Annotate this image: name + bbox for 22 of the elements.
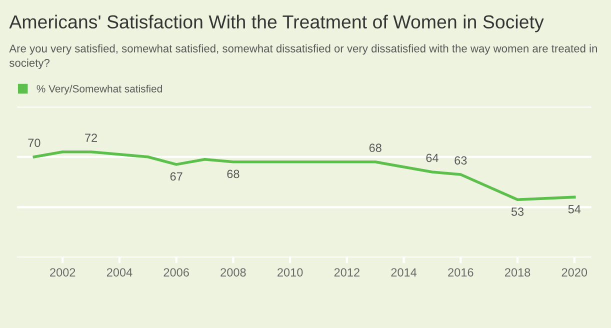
chart-title: Americans' Satisfaction With the Treatment of Women in Society [9, 14, 544, 32]
data-label: 63 [454, 156, 467, 165]
data-label: 72 [85, 134, 98, 142]
x-tick-label: 2002 [50, 268, 76, 277]
x-tick-label: 2016 [448, 268, 474, 277]
data-label: 53 [511, 208, 524, 216]
x-tick-label: 2004 [106, 268, 132, 277]
chart-subtitle: Are you very satisfied, somewhat satisfied, somewhat dissatisfied or very dissatisfied with the way women are treated in society? [9, 44, 597, 70]
legend-label: % Very/Somewhat satisfied [36, 84, 162, 95]
x-tick-label: 2014 [391, 268, 417, 277]
data-label: 54 [568, 205, 581, 214]
x-tick-label: 2008 [220, 268, 246, 277]
data-label: 70 [28, 138, 40, 148]
x-tick-label: 2006 [164, 268, 189, 277]
x-tick-label: 2012 [334, 268, 360, 277]
x-tick-label: 2018 [504, 268, 530, 277]
data-label: 68 [369, 144, 382, 152]
data-label: 67 [170, 172, 182, 181]
data-label: 68 [227, 170, 240, 178]
x-tick-label: 2020 [562, 268, 588, 277]
x-tick-label: 2010 [278, 268, 303, 277]
data-label: 64 [426, 154, 438, 162]
